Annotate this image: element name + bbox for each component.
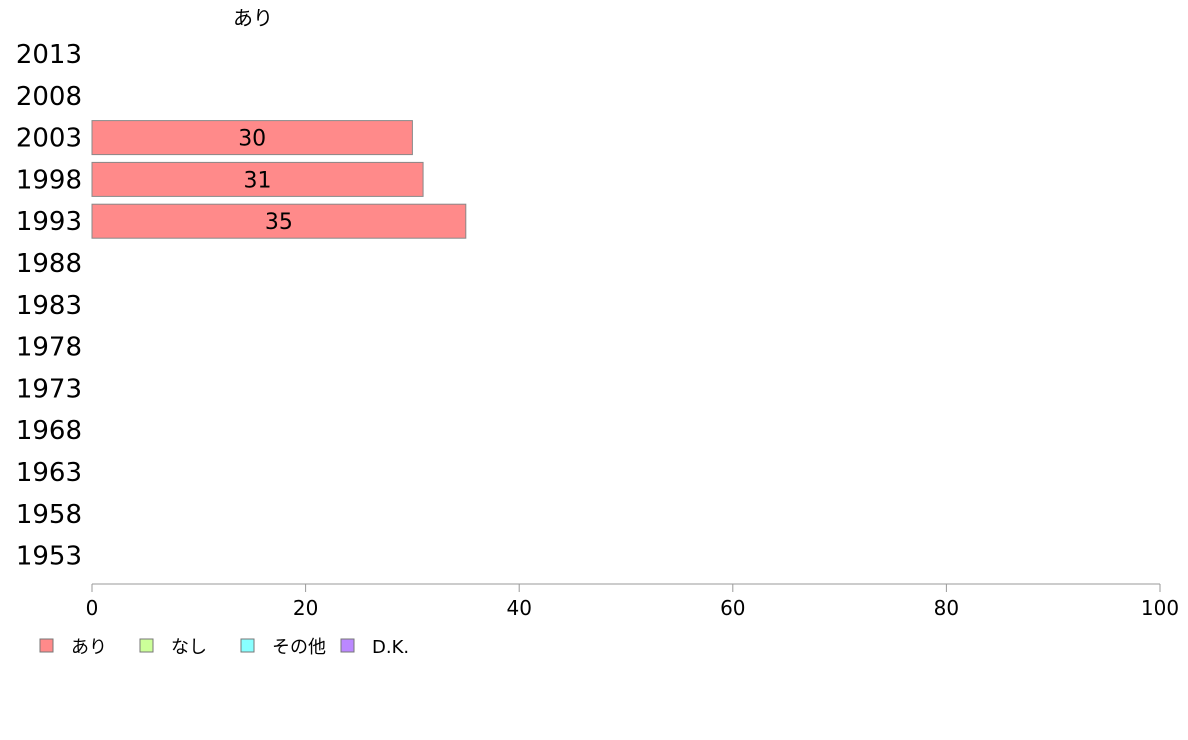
x-tick-label-60: 60 — [720, 596, 745, 620]
y-label-1953: 1953 — [16, 542, 82, 572]
bar-2003-s0 — [91, 120, 413, 156]
y-label-1958: 1958 — [16, 500, 82, 530]
bar-1998-s0 — [91, 161, 424, 197]
bar-label-1993-s0: 35 — [265, 210, 293, 235]
y-label-1973: 1973 — [16, 374, 82, 404]
x-tick-label-80: 80 — [934, 596, 959, 620]
legend-swatch-s1 — [139, 638, 154, 653]
bar-label-2003-s0: 30 — [238, 127, 266, 152]
legend-label-s3: D.K. — [372, 637, 409, 658]
bars — [91, 120, 467, 239]
y-label-1968: 1968 — [16, 416, 82, 446]
y-axis-labels: 2013 2008 2003 1998 1993 1988 1983 1978 1973 1968… — [16, 40, 82, 572]
y-label-1963: 1963 — [16, 458, 82, 488]
legend-swatch-s0 — [39, 638, 54, 653]
y-label-1988: 1988 — [16, 249, 82, 279]
legend-label-s2: その他 — [272, 637, 326, 658]
y-label-2008: 2008 — [16, 82, 82, 112]
y-label-2013: 2013 — [16, 40, 82, 70]
y-label-1978: 1978 — [16, 333, 82, 363]
y-label-1983: 1983 — [16, 291, 82, 321]
legend-label-s0: あり — [71, 637, 107, 658]
x-tick-label-20: 20 — [293, 596, 318, 620]
y-label-2003: 2003 — [16, 124, 82, 154]
legend-label-s1: なし — [171, 637, 207, 658]
legend: あり なし その他 D.K. — [39, 637, 409, 658]
legend-swatch-s2 — [240, 638, 255, 653]
bar-value-labels: 30 31 35 — [238, 127, 293, 236]
bar-label-1998-s0: 31 — [244, 168, 272, 193]
legend-swatch-s3 — [340, 638, 355, 653]
x-tick-label-40: 40 — [506, 596, 531, 620]
x-tick-label-0: 0 — [86, 596, 99, 620]
x-tick-label-100: 100 — [1141, 596, 1179, 620]
y-label-1993: 1993 — [16, 207, 82, 237]
x-axis: 0 20 40 60 80 100 — [86, 583, 1179, 620]
bar-1993-s0 — [91, 203, 467, 239]
y-label-1998: 1998 — [16, 165, 82, 195]
top-label: あり — [233, 6, 273, 30]
